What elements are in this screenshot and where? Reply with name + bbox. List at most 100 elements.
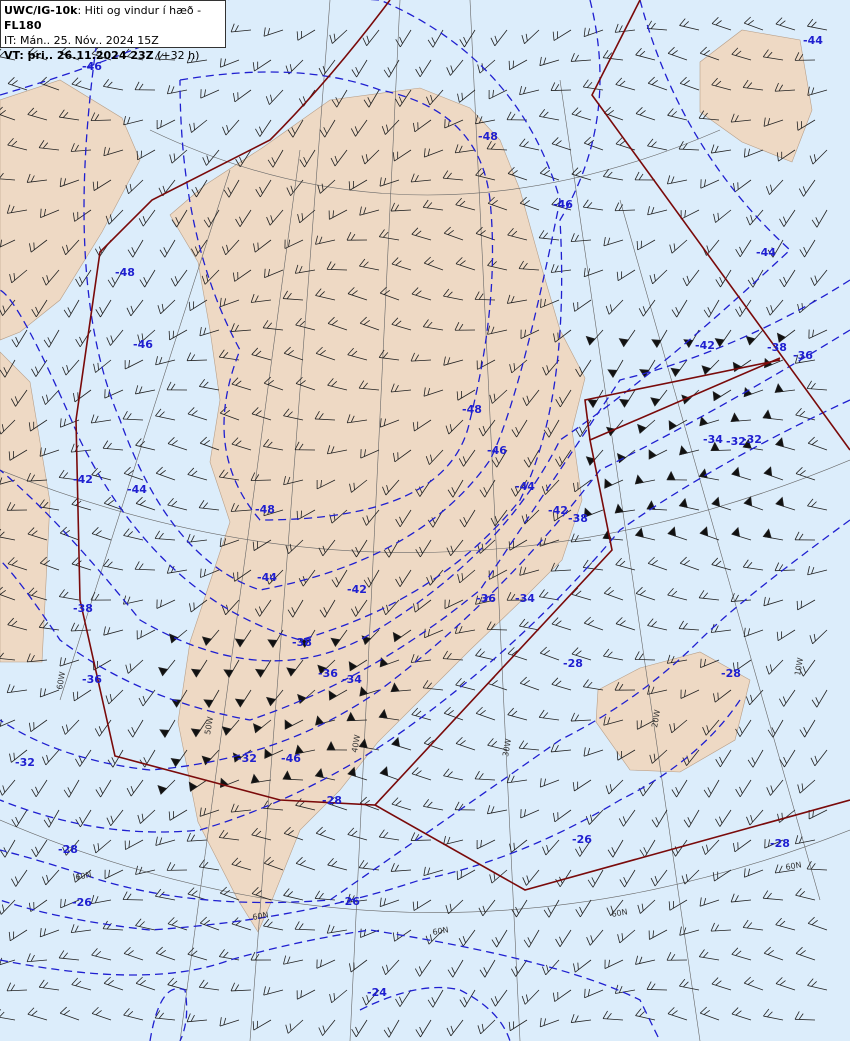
- wind-barb: [446, 539, 464, 556]
- wind-barb: [743, 976, 764, 991]
- wind-barb: [710, 144, 732, 154]
- wind-barb: [446, 1019, 464, 1037]
- wind-barb: [319, 599, 336, 618]
- contour-label: -26: [340, 895, 360, 908]
- wind-barb: [219, 406, 240, 421]
- wind-barb: [762, 890, 784, 901]
- wind-barb: [619, 869, 636, 888]
- wind-barb: [126, 779, 144, 797]
- wind-barb: [166, 85, 188, 95]
- wind-barb: [104, 869, 124, 880]
- contour-label: -44: [803, 34, 823, 47]
- wind-barb: [299, 629, 316, 648]
- wind-barb: [186, 832, 208, 842]
- wind-barb: [102, 440, 124, 451]
- wind-barb: [107, 269, 124, 288]
- wind-barb: [795, 946, 816, 961]
- wind-barb: [167, 917, 188, 931]
- wind-barb: [75, 269, 92, 287]
- wind-barb: [603, 716, 624, 726]
- wind-barb: [329, 989, 348, 1004]
- wind-barb: [635, 1008, 656, 1021]
- wind-barb: [363, 569, 380, 588]
- wind-barb: [134, 561, 156, 571]
- wind-barb: [378, 349, 400, 361]
- map-title-box: UWC/IG-10k: Hiti og vindur í hæð - FL180…: [0, 0, 226, 62]
- wind-barb: [618, 809, 636, 827]
- valid-offset: (+32 h): [153, 49, 200, 62]
- wind-barb: [155, 356, 176, 366]
- wind-barb: [583, 507, 604, 518]
- wind-barb: [395, 29, 412, 48]
- contour-label: -46: [82, 60, 102, 73]
- wind-barb: [326, 445, 348, 455]
- wind-barb: [475, 595, 496, 605]
- wind-barb: [636, 239, 656, 251]
- wind-barb: [775, 437, 796, 451]
- wind-barb: [283, 346, 304, 361]
- wind-barb: [447, 479, 464, 498]
- wind-barb: [58, 109, 80, 121]
- wind-barb: [415, 1019, 432, 1038]
- wind-barb: [31, 299, 48, 318]
- isotherm: [0, 329, 850, 771]
- contour-label: -46: [487, 444, 507, 457]
- contour-label: -44: [127, 483, 147, 496]
- wind-barb: [42, 749, 60, 766]
- wind-barb: [585, 329, 604, 346]
- contour-label: -44: [257, 571, 277, 584]
- wind-barb: [187, 467, 208, 481]
- wind-barb: [127, 239, 144, 258]
- wind-barb: [283, 955, 304, 965]
- wind-barb: [763, 1008, 784, 1021]
- contour-label: -24: [367, 986, 387, 999]
- wind-barb: [359, 686, 380, 697]
- wind-barb: [382, 479, 400, 496]
- contour-label: -38: [292, 636, 312, 649]
- wind-barb: [190, 239, 208, 257]
- wind-barb: [137, 329, 156, 344]
- wind-barb: [795, 888, 816, 901]
- wind-barb: [71, 77, 92, 91]
- wind-barb: [587, 389, 604, 409]
- wind-barb: [455, 257, 476, 271]
- wind-barb: [634, 651, 656, 661]
- wind-barb: [650, 389, 668, 407]
- wind-barb: [283, 475, 304, 486]
- wind-barb: [775, 977, 796, 991]
- wind-barb: [63, 779, 80, 798]
- wind-barb: [454, 144, 476, 154]
- wind-barb: [159, 239, 176, 258]
- wind-barb: [72, 209, 92, 222]
- wind-barb: [319, 119, 336, 138]
- wind-barb: [218, 949, 240, 961]
- wind-barb: [715, 809, 732, 827]
- contour-label: -48: [255, 503, 275, 516]
- wind-barb: [794, 835, 816, 845]
- wind-barb: [807, 978, 828, 991]
- wind-barb: [647, 618, 668, 631]
- wind-barb: [636, 719, 656, 730]
- wind-barb: [797, 779, 816, 794]
- wind-barb: [331, 89, 348, 108]
- wind-barb: [667, 1007, 688, 1021]
- wind-barb: [251, 887, 272, 901]
- isotherm: [179, 71, 494, 521]
- wind-barb: [604, 959, 624, 969]
- wind-barb: [136, 149, 156, 161]
- wind-barb: [359, 206, 380, 216]
- wind-barb: [95, 779, 112, 798]
- wind-barb: [71, 977, 92, 991]
- contour-label: -46: [553, 198, 573, 211]
- wind-barb: [8, 449, 28, 461]
- contour-label: -28: [58, 843, 78, 856]
- wind-barb: [575, 899, 592, 918]
- wind-barb: [6, 684, 28, 694]
- graticule-label: 40W: [350, 734, 362, 753]
- wind-barb: [648, 449, 668, 460]
- wind-barb: [447, 959, 464, 978]
- wind-barb: [555, 449, 572, 467]
- wind-barb: [570, 53, 592, 62]
- wind-barb: [346, 711, 368, 722]
- wind-barb: [506, 111, 528, 121]
